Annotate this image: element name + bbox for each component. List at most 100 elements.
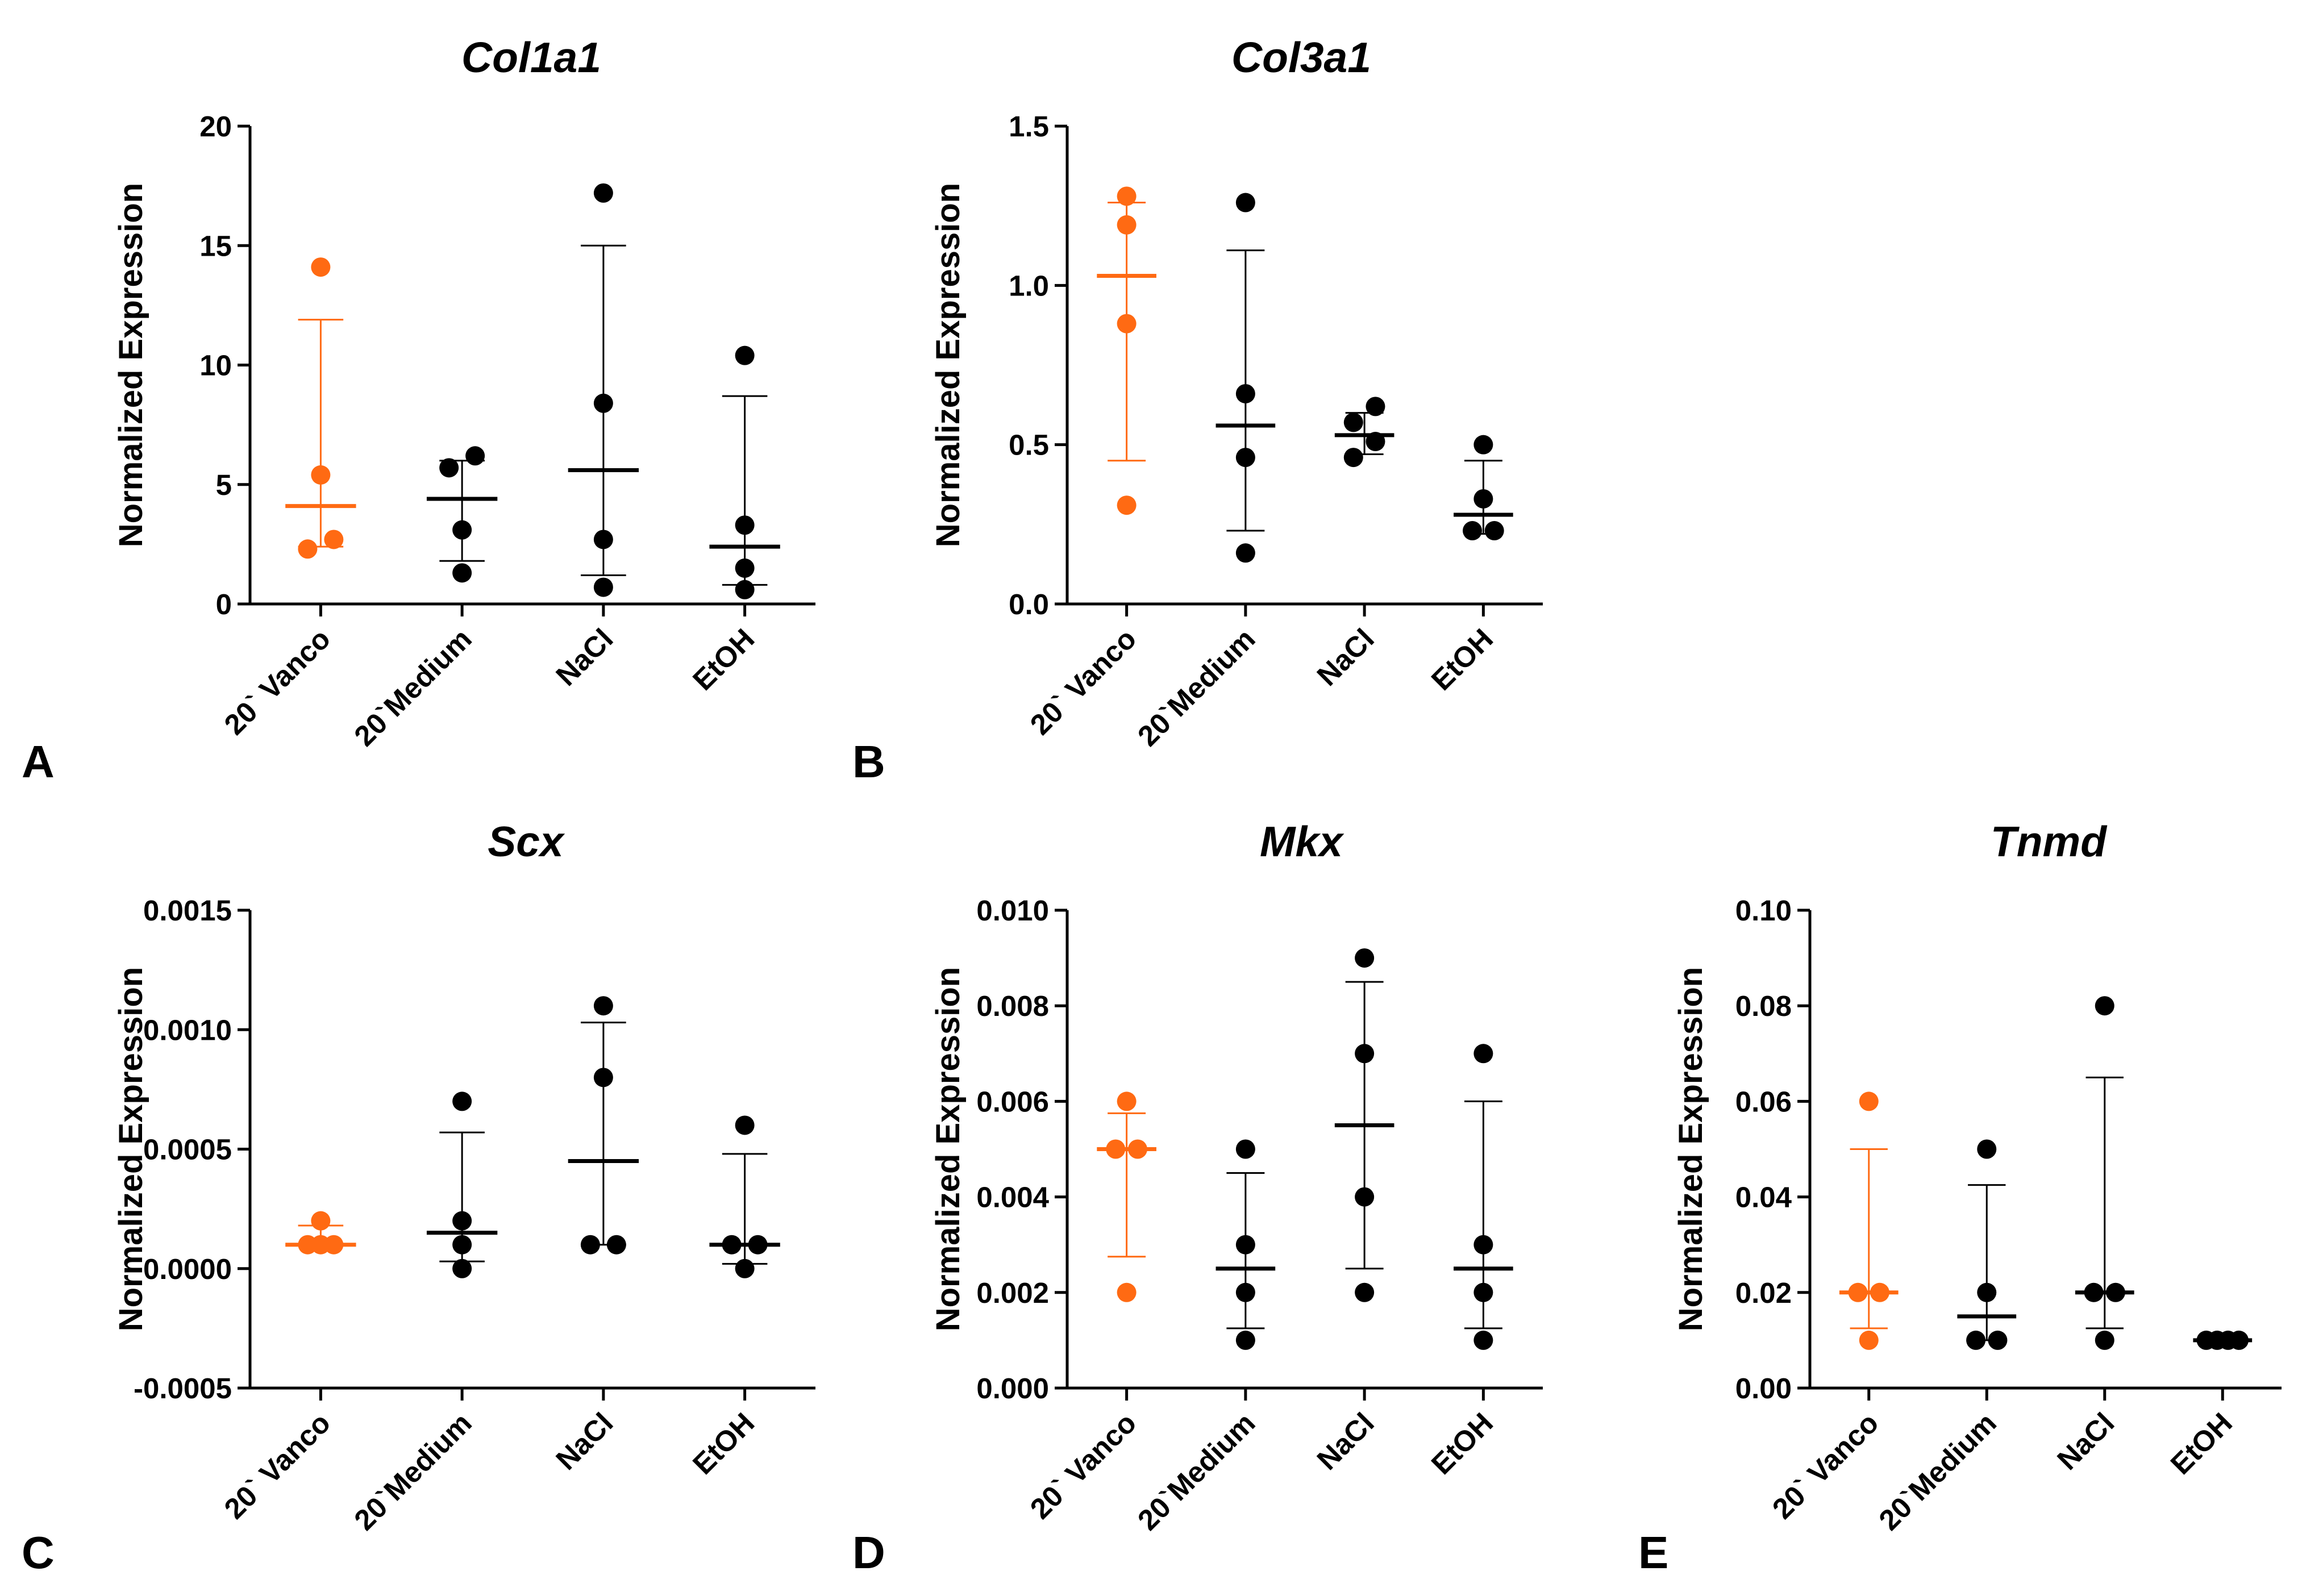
data-point bbox=[1117, 215, 1137, 235]
data-point bbox=[593, 393, 613, 413]
data-point bbox=[1235, 1330, 1255, 1350]
series-group bbox=[426, 446, 498, 583]
x-category-label: 20`Medium bbox=[1131, 1406, 1262, 1536]
y-tick-label: 0.006 bbox=[976, 1085, 1049, 1118]
data-point bbox=[1988, 1330, 2008, 1350]
series-group bbox=[1097, 186, 1156, 515]
x-category-label: EtOH bbox=[686, 1406, 760, 1480]
data-point bbox=[324, 1235, 344, 1255]
chart-title: Scx bbox=[488, 818, 565, 865]
series-group bbox=[1454, 1044, 1513, 1350]
data-point bbox=[452, 563, 472, 583]
chart-panel-e: Tnmd Normalized Expression 0.00 0.02 0.04 0.0… bbox=[1638, 818, 2282, 1578]
y-tick-label: 0 bbox=[216, 588, 232, 620]
y-axis-label: Normalized Expression bbox=[113, 183, 149, 547]
y-tick-label: -0.0005 bbox=[134, 1372, 232, 1405]
series-group bbox=[1334, 948, 1394, 1302]
series-group bbox=[1454, 435, 1513, 541]
data-point bbox=[1870, 1282, 1889, 1302]
y-axis-label: Normalized Expression bbox=[930, 183, 967, 547]
data-point bbox=[439, 458, 459, 478]
data-point bbox=[593, 577, 613, 597]
data-point bbox=[1473, 1282, 1493, 1302]
series-group bbox=[1215, 193, 1276, 563]
data-point bbox=[1235, 1235, 1255, 1255]
data-point bbox=[1859, 1330, 1879, 1350]
data-point bbox=[1235, 384, 1255, 403]
panel-label: D bbox=[852, 1527, 885, 1578]
data-point bbox=[1355, 948, 1375, 968]
data-point bbox=[2095, 996, 2114, 1016]
data-point bbox=[1117, 314, 1137, 334]
y-tick-label: 0.08 bbox=[1735, 990, 1792, 1022]
x-category-label: 20` Vanco bbox=[218, 1406, 336, 1525]
data-point bbox=[593, 530, 613, 549]
data-point bbox=[465, 446, 485, 466]
y-tick-label: 0.004 bbox=[976, 1181, 1049, 1214]
data-point bbox=[1966, 1330, 1986, 1350]
y-tick-label: 0.002 bbox=[976, 1277, 1049, 1309]
y-tick-label: 1.5 bbox=[1009, 110, 1049, 143]
x-category-label: EtOH bbox=[1425, 1406, 1499, 1480]
x-category-label: 20`Medium bbox=[1131, 622, 1262, 752]
data-point bbox=[1484, 521, 1504, 541]
series-group bbox=[285, 257, 356, 559]
x-category-label: 20` Vanco bbox=[1766, 1406, 1885, 1525]
data-point bbox=[1235, 448, 1255, 468]
y-tick-label: 20 bbox=[199, 110, 232, 143]
data-point bbox=[1235, 1139, 1255, 1159]
panel-label: A bbox=[22, 736, 55, 787]
x-category-label: EtOH bbox=[1425, 622, 1499, 696]
data-point bbox=[2229, 1330, 2249, 1350]
series-group bbox=[1334, 397, 1394, 468]
series-group bbox=[1215, 1139, 1276, 1350]
series-group bbox=[568, 183, 639, 597]
data-point bbox=[1117, 495, 1137, 515]
y-axis-label: Normalized Expression bbox=[930, 967, 967, 1331]
data-point bbox=[735, 345, 755, 365]
data-point bbox=[580, 1235, 600, 1255]
x-category-label: 20` Vanco bbox=[218, 622, 336, 741]
chart-panel-c: Scx Normalized Expression -0.0005 0.0000 0.0… bbox=[22, 818, 815, 1578]
chart-panel-a: Col1a1 Normalized Expression 0 5 10 15 20 20` V… bbox=[22, 34, 815, 787]
data-point bbox=[735, 580, 755, 599]
y-tick-label: 0.0000 bbox=[143, 1253, 232, 1285]
x-category-label: NaCl bbox=[1310, 1406, 1380, 1476]
data-point bbox=[1106, 1139, 1126, 1159]
y-tick-label: 0.0 bbox=[1009, 588, 1049, 620]
data-point bbox=[1343, 448, 1363, 468]
series-group bbox=[1957, 1139, 2017, 1350]
data-point bbox=[1473, 1330, 1493, 1350]
x-category-label: NaCl bbox=[1310, 622, 1380, 691]
y-tick-label: 0.02 bbox=[1735, 1277, 1792, 1309]
data-point bbox=[1117, 1282, 1137, 1302]
data-point bbox=[1343, 412, 1363, 432]
panel-label: E bbox=[1638, 1527, 1668, 1578]
y-tick-label: 0.0015 bbox=[143, 894, 232, 927]
data-point bbox=[748, 1235, 768, 1255]
data-point bbox=[2084, 1282, 2104, 1302]
x-category-label: 20`Medium bbox=[1872, 1406, 2003, 1536]
y-tick-label: 0.000 bbox=[976, 1372, 1049, 1405]
data-point bbox=[1127, 1139, 1147, 1159]
data-point bbox=[452, 1091, 472, 1111]
chart-title: Col1a1 bbox=[461, 34, 601, 81]
data-point bbox=[1366, 432, 1385, 452]
data-point bbox=[722, 1235, 742, 1255]
data-point bbox=[1977, 1282, 1997, 1302]
data-point bbox=[452, 1259, 472, 1278]
chart-panel-b: Col3a1 Normalized Expression 0.0 0.5 1.0 1.5 2… bbox=[852, 34, 1543, 787]
series-group bbox=[1097, 1091, 1156, 1302]
data-point bbox=[1977, 1139, 1997, 1159]
data-point bbox=[298, 539, 318, 559]
data-point bbox=[311, 257, 331, 277]
y-tick-label: 0.008 bbox=[976, 990, 1049, 1022]
data-point bbox=[324, 530, 344, 549]
y-tick-label: 0.06 bbox=[1735, 1085, 1792, 1118]
data-point bbox=[1117, 186, 1137, 206]
chart-panel-d: Mkx Normalized Expression 0.000 0.002 0.004 0… bbox=[852, 818, 1543, 1578]
data-point bbox=[1473, 1235, 1493, 1255]
data-point bbox=[1355, 1187, 1375, 1207]
data-point bbox=[452, 520, 472, 540]
